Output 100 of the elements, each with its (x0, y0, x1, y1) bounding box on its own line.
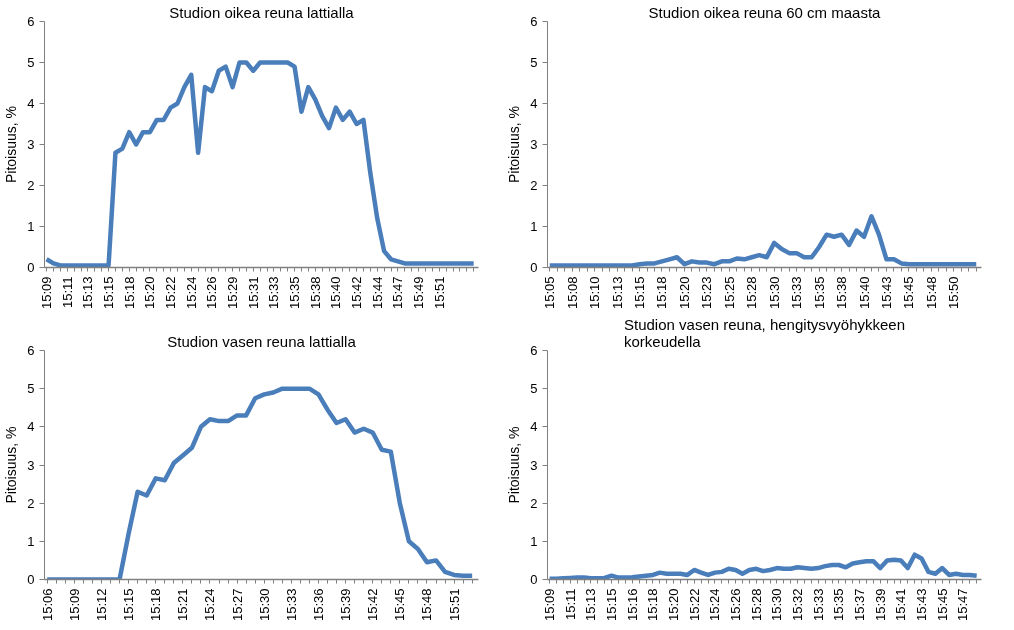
y-tick-label: 3 (27, 137, 35, 152)
x-tick-label: 15:27 (229, 588, 245, 622)
y-tick-label: 0 (530, 260, 538, 275)
chart-title: Studion oikea reuna lattialla (169, 3, 355, 21)
y-axis-title: Pitoisuus, % (506, 426, 523, 504)
y-tick-label: 3 (530, 457, 538, 473)
x-tick-label: 15:38 (307, 276, 323, 310)
x-tick-label: 15:23 (699, 276, 715, 310)
x-tick-label: 15:10 (587, 276, 603, 310)
x-tick-label: 15:50 (946, 276, 962, 310)
x-tick-label: 15:36 (310, 588, 326, 622)
y-tick-label: 1 (27, 219, 35, 234)
x-tick-label: 15:24 (183, 276, 199, 310)
x-tick-label: 15:15 (121, 588, 137, 622)
x-tick-label: 15:35 (831, 588, 847, 622)
x-tick-label: 15:13 (609, 276, 625, 310)
y-tick-label: 5 (530, 55, 538, 70)
x-tick-label: 15:16 (624, 588, 640, 622)
x-tick-label: 15:18 (148, 588, 164, 622)
x-tick-label: 15:40 (856, 276, 872, 310)
x-tick-label: 15:21 (175, 588, 191, 622)
y-tick-label: 5 (27, 55, 35, 70)
x-tick-label: 15:26 (204, 276, 220, 310)
y-tick-label: 1 (530, 533, 538, 549)
x-tick-label: 15:20 (666, 588, 682, 622)
x-tick-label: 15:15 (632, 276, 648, 310)
y-tick-label: 6 (530, 14, 538, 29)
x-tick-label: 15:22 (686, 588, 702, 622)
x-tick-label: 15:06 (39, 588, 55, 622)
x-tick-label: 15:13 (583, 588, 599, 622)
x-tick-label: 15:37 (852, 588, 868, 622)
x-tick-label: 15:28 (748, 588, 764, 622)
x-tick-label: 15:25 (721, 276, 737, 310)
x-tick-label: 15:42 (349, 276, 365, 310)
x-tick-label: 15:13 (80, 276, 96, 310)
x-tick-label: 15:45 (392, 588, 408, 622)
x-tick-label: 15:45 (901, 276, 917, 310)
x-tick-label: 15:48 (419, 588, 435, 622)
x-tick-label: 15:05 (542, 276, 558, 310)
x-tick-label: 15:39 (872, 588, 888, 622)
y-tick-label: 3 (530, 137, 538, 152)
x-tick-label: 15:22 (163, 276, 179, 310)
y-tick-label: 4 (27, 419, 35, 435)
x-tick-label: 15:32 (790, 588, 806, 622)
y-tick-label: 2 (530, 178, 538, 193)
x-tick-label: 15:30 (769, 588, 785, 622)
x-tick-label: 15:09 (66, 588, 82, 622)
y-tick-label: 6 (27, 343, 35, 358)
y-axis-title: Pitoisuus, % (506, 105, 523, 184)
x-tick-label: 15:47 (390, 276, 406, 310)
y-tick-label: 6 (530, 343, 538, 358)
x-tick-label: 15:33 (266, 276, 282, 310)
x-tick-label: 15:29 (225, 276, 241, 310)
x-tick-label: 15:24 (202, 588, 218, 622)
x-tick-label: 15:39 (338, 588, 354, 622)
y-tick-label: 0 (530, 572, 538, 587)
x-tick-label: 15:51 (446, 588, 462, 622)
x-tick-label: 15:45 (934, 588, 950, 622)
y-tick-label: 0 (27, 260, 35, 275)
x-tick-label: 15:15 (604, 588, 620, 622)
x-tick-label: 15:33 (789, 276, 805, 310)
y-tick-label: 4 (27, 96, 35, 111)
x-tick-label: 15:20 (676, 276, 692, 310)
y-tick-label: 5 (530, 381, 538, 397)
x-tick-label: 15:24 (707, 588, 723, 622)
y-tick-label: 2 (27, 178, 35, 193)
x-tick-label: 15:35 (811, 276, 827, 310)
x-tick-label: 15:18 (654, 276, 670, 310)
y-axis-title: Pitoisuus, % (3, 105, 20, 184)
x-tick-label: 15:40 (328, 276, 344, 310)
chart-title: Studion oikea reuna 60 cm maasta (648, 3, 882, 21)
x-tick-label: 15:30 (256, 588, 272, 622)
y-tick-label: 2 (530, 495, 538, 511)
x-tick-label: 15:47 (955, 588, 971, 622)
x-tick-label: 15:35 (287, 276, 303, 310)
x-tick-label: 15:33 (810, 588, 826, 622)
x-tick-label: 15:49 (411, 276, 427, 310)
x-tick-label: 15:08 (564, 276, 580, 310)
x-tick-label: 15:42 (365, 588, 381, 622)
x-tick-label: 15:38 (834, 276, 850, 310)
x-tick-label: 15:26 (728, 588, 744, 622)
y-tick-label: 4 (530, 419, 538, 435)
y-tick-label: 1 (530, 219, 538, 234)
y-tick-label: 5 (27, 381, 35, 397)
y-tick-label: 6 (27, 14, 35, 29)
x-tick-label: 15:18 (645, 588, 661, 622)
x-tick-label: 15:28 (744, 276, 760, 310)
x-tick-label: 15:43 (914, 588, 930, 622)
x-tick-label: 15:18 (121, 276, 137, 310)
y-tick-label: 2 (27, 495, 35, 511)
chart-title: Studion vasen reuna, hengitysvyöhykkeen korkeudella (623, 315, 906, 350)
x-tick-label: 15:15 (101, 276, 117, 310)
y-tick-label: 1 (27, 533, 35, 549)
y-tick-label: 4 (530, 96, 538, 111)
x-tick-label: 15:09 (39, 276, 55, 310)
y-tick-label: 0 (27, 572, 35, 587)
x-tick-label: 15:48 (923, 276, 939, 310)
x-tick-label: 15:30 (766, 276, 782, 310)
x-tick-label: 15:31 (245, 276, 261, 310)
x-tick-label: 15:11 (59, 276, 75, 309)
